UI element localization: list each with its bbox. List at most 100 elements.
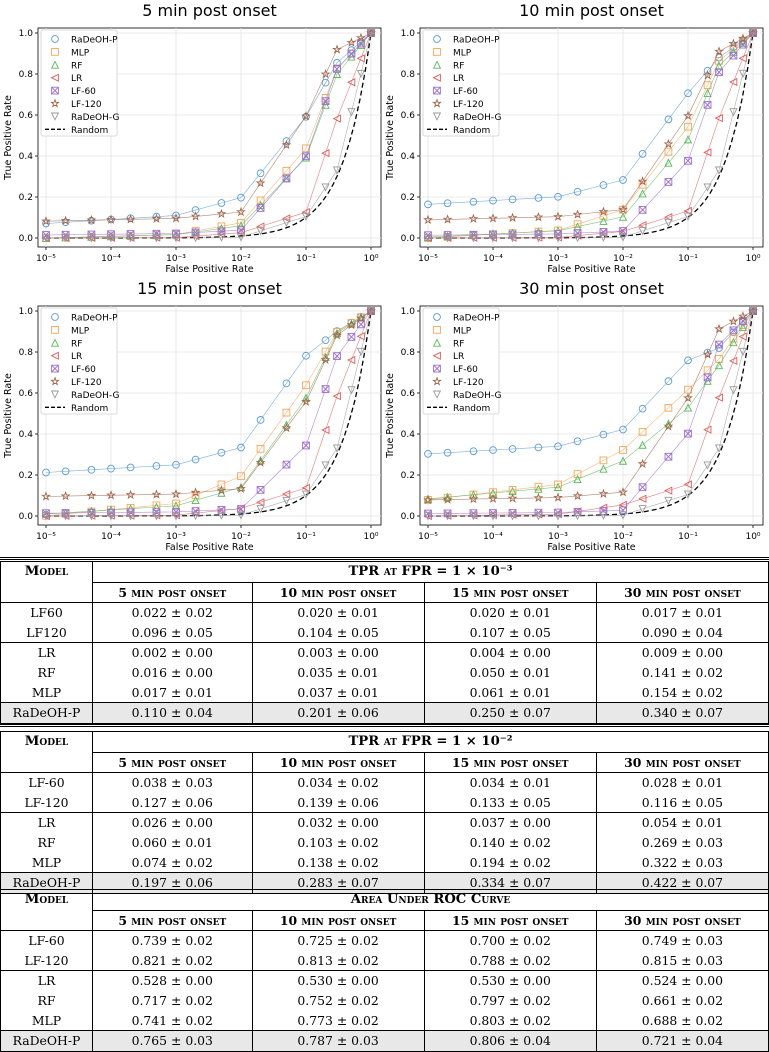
table-row: LF-120 0.821 ± 0.02 0.813 ± 0.02 0.788 ±… (0, 950, 769, 971)
section-rule (0, 559, 769, 560)
data-point (738, 69, 748, 79)
data-point (236, 206, 246, 217)
table-cell: 0.004 ± 0.00 (423, 642, 597, 663)
data-point (469, 512, 478, 521)
data-point (728, 316, 739, 326)
table-cell: 0.034 ± 0.01 (423, 772, 597, 793)
table-row: RF 0.016 ± 0.00 0.035 ± 0.01 0.050 ± 0.0… (0, 662, 769, 683)
data-point (282, 218, 291, 228)
table-cell: 0.034 ± 0.02 (251, 772, 425, 793)
roc-chart-2: 10 min post onset 0.0 0.2 0.4 0.6 0.8 1.0 10⁻⁵ 1… (385, 1, 764, 275)
data-point (60, 215, 71, 225)
data-point-box (638, 483, 647, 492)
x-tick-label: 10⁰ (745, 254, 760, 264)
data-point (703, 183, 712, 192)
data-point (714, 360, 724, 370)
data-point (638, 427, 647, 436)
y-tick-label: 1.0 (401, 307, 416, 317)
data-point-box (256, 486, 265, 494)
x-tick-label: 10⁻² (613, 532, 633, 542)
data-point (332, 444, 342, 453)
model-name: LF-60 (0, 772, 93, 793)
data-point (237, 443, 245, 452)
y-axis-label: True Positive Rate (385, 373, 396, 459)
y-axis-label: True Positive Rate (3, 373, 14, 459)
data-point (321, 461, 330, 470)
data-point-box (172, 229, 180, 238)
chart-legend: RaDeOH-P MLP RF LR LF-60 LF-120 RaDeOH-G Random (40, 307, 119, 415)
data-point (599, 181, 608, 189)
column-header: 15 min post onset (423, 910, 597, 931)
legend-swatch (50, 390, 60, 399)
legend-swatch (433, 48, 441, 56)
series-lf-120 (41, 305, 376, 501)
data-point-box (715, 340, 723, 349)
table-cell: 0.741 ± 0.02 (92, 1010, 253, 1031)
data-point-box (554, 230, 562, 238)
data-point-box (347, 333, 356, 341)
data-point-cross (333, 352, 341, 360)
data-point (748, 29, 758, 38)
series-lf-120 (423, 27, 758, 225)
data-point (618, 212, 628, 221)
data-point (618, 204, 628, 214)
data-point (217, 511, 226, 520)
chart-legend: RaDeOH-P MLP RF LR LF-60 LF-120 RaDeOH-G Random (422, 29, 501, 137)
data-point-cross (619, 227, 627, 235)
data-point (301, 483, 310, 493)
table-cell: 0.803 ± 0.02 (423, 1010, 597, 1031)
column-header: 10 min post onset (251, 582, 425, 603)
x-tick-label: 10⁻¹ (678, 532, 698, 542)
data-point (599, 233, 608, 242)
data-point (61, 234, 70, 243)
legend-label: Random (453, 126, 490, 136)
data-point (217, 222, 226, 231)
data-point (282, 214, 291, 223)
table-cell: 0.133 ± 0.05 (423, 792, 597, 813)
data-point (618, 487, 628, 497)
data-point (664, 218, 673, 228)
table-cell: 0.661 ± 0.02 (595, 990, 769, 1011)
data-point (347, 108, 356, 117)
data-point (638, 505, 647, 514)
legend-label: RF (71, 339, 82, 349)
data-point (152, 233, 161, 242)
data-point (618, 233, 628, 242)
table-row-highlight: RaDeOH-P 0.197 ± 0.06 0.283 ± 0.07 0.334… (0, 872, 769, 894)
data-point (533, 212, 544, 222)
data-point (638, 206, 647, 214)
data-point (638, 440, 647, 449)
table-cell: 0.020 ± 0.01 (423, 602, 597, 623)
data-point (61, 218, 70, 227)
data-point (598, 488, 609, 499)
data-point (423, 234, 433, 243)
table-cell: 0.110 ± 0.04 (92, 702, 253, 724)
data-point (664, 147, 673, 156)
data-point (256, 227, 265, 236)
table-cell: 0.035 ± 0.01 (251, 662, 425, 683)
column-header: 30 min post onset (595, 752, 769, 773)
data-point (738, 311, 748, 321)
table-row: LF-60 0.739 ± 0.02 0.725 ± 0.02 0.700 ± … (0, 930, 769, 951)
table-cell: 0.138 ± 0.02 (251, 852, 425, 873)
column-header: 30 min post onset (595, 582, 769, 603)
legend-label: Random (453, 404, 490, 414)
data-point (684, 429, 692, 438)
data-point (256, 169, 265, 178)
legend-swatch (433, 326, 441, 334)
legend-label: RF (453, 61, 464, 71)
data-point (237, 193, 245, 202)
data-point (638, 494, 647, 503)
data-point (347, 386, 356, 395)
data-point (106, 505, 116, 514)
table-cell: 0.688 ± 0.02 (595, 1010, 769, 1031)
data-point (553, 492, 563, 502)
y-tick-label: 0.8 (401, 348, 416, 358)
legend-label: MLP (71, 48, 90, 58)
data-point-box (638, 206, 647, 214)
data-point (171, 233, 180, 242)
data-point (534, 484, 543, 493)
table-row: RF 0.717 ± 0.02 0.752 ± 0.02 0.797 ± 0.0… (0, 990, 769, 1011)
data-point (347, 78, 356, 87)
data-point-cross (684, 157, 692, 165)
